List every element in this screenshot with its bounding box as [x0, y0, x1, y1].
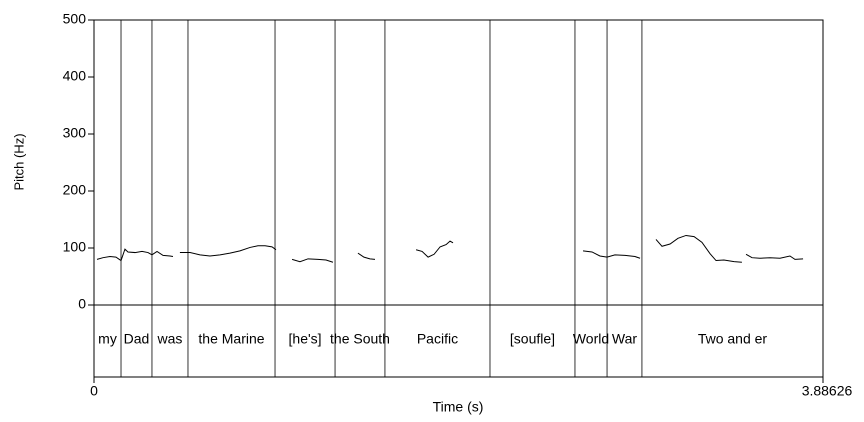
- pitch-line: [96, 234, 804, 263]
- y-tick-label: 300: [63, 125, 87, 141]
- tier-label: World: [573, 331, 609, 347]
- tier-label: the Marine: [198, 331, 264, 347]
- y-axis-label: Pitch (Hz): [11, 133, 26, 190]
- tier-label: was: [157, 331, 183, 347]
- x-axis-label: Time (s): [433, 399, 484, 415]
- tier-label: War: [612, 331, 637, 347]
- x-tick-label: 0: [90, 383, 98, 399]
- y-tick-label: 0: [78, 296, 86, 312]
- y-tick-label: 100: [63, 239, 87, 255]
- tier-label: Dad: [124, 331, 150, 347]
- tier-label: [soufle]: [510, 331, 555, 347]
- tier-label: the South: [330, 331, 390, 347]
- plot-frame: [93, 19, 824, 378]
- tier-label: Pacific: [417, 331, 458, 347]
- tier-label: Two and er: [698, 331, 768, 347]
- y-tick-label: 500: [63, 11, 87, 27]
- tier-label: [he's]: [289, 331, 322, 347]
- x-tick-label: 3.88626: [802, 383, 853, 399]
- y-tick-label: 400: [63, 68, 87, 84]
- tier-label: my: [98, 331, 117, 347]
- y-tick-label: 200: [63, 182, 87, 198]
